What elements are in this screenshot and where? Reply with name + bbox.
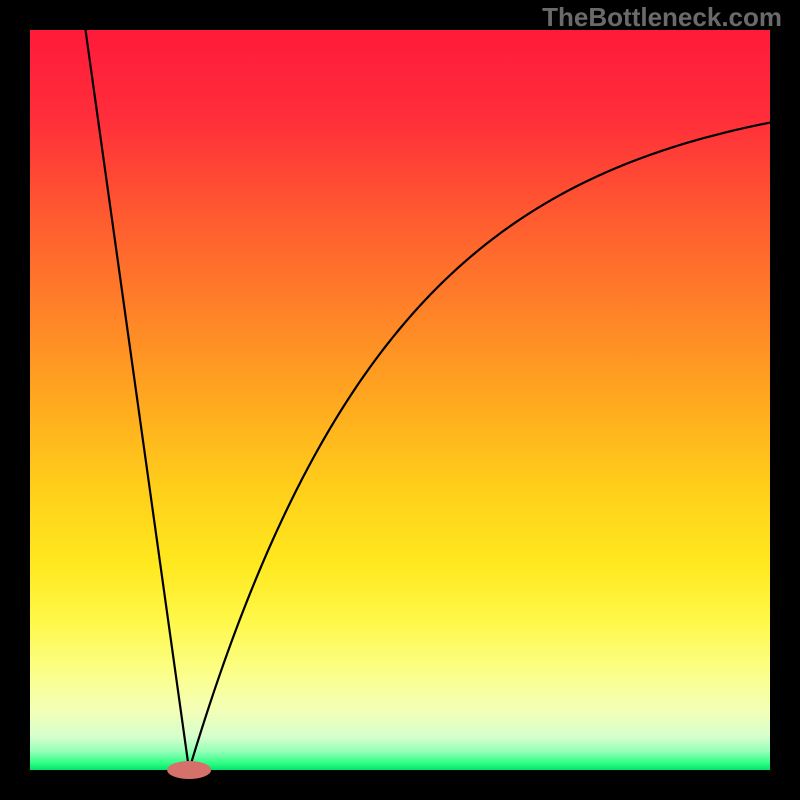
- watermark-text: TheBottleneck.com: [542, 2, 782, 33]
- plot-area: [30, 30, 770, 770]
- optimal-point-marker: [167, 761, 211, 779]
- chart-svg: [0, 0, 800, 800]
- bottleneck-chart: TheBottleneck.com: [0, 0, 800, 800]
